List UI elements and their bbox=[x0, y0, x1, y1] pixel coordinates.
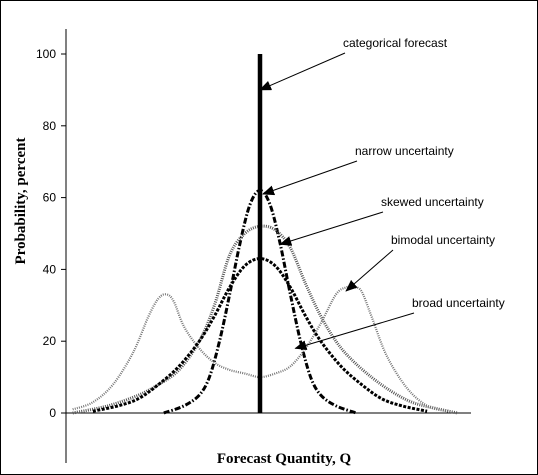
annotation-arrow bbox=[279, 211, 384, 246]
y-axis-title: Probability, percent bbox=[13, 138, 29, 265]
y-tick-label: 100 bbox=[36, 47, 56, 61]
series-skewed-uncertainty-line bbox=[72, 224, 458, 415]
y-tick-label: 40 bbox=[43, 262, 57, 276]
annotation-arrow bbox=[262, 160, 358, 196]
y-tick-label: 20 bbox=[43, 334, 57, 348]
y-tick-label: 60 bbox=[43, 191, 57, 205]
annotation-layer: categorical forecast narrow uncertainty sk… bbox=[259, 36, 505, 351]
annotation-label: categorical forecast bbox=[343, 36, 448, 50]
annotation-arrow bbox=[294, 312, 415, 351]
annotation-label: bimodal uncertainty bbox=[391, 233, 495, 247]
y-ticks: 0 20 40 60 80 100 bbox=[36, 47, 66, 420]
annotation-label: skewed uncertainty bbox=[381, 195, 484, 209]
series-layer bbox=[72, 54, 458, 415]
x-axis-title: Forecast Quantity, Q bbox=[217, 451, 352, 467]
axes: 0 20 40 60 80 100 bbox=[36, 29, 471, 463]
y-tick-label: 0 bbox=[49, 406, 56, 420]
annotation-arrow bbox=[259, 52, 346, 91]
annotation-label: narrow uncertainty bbox=[355, 144, 454, 158]
annotation-label: broad uncertainty bbox=[412, 296, 505, 310]
annotation-arrow bbox=[345, 249, 394, 292]
y-tick-label: 80 bbox=[43, 119, 57, 133]
series-broad-uncertainty-line bbox=[92, 257, 428, 413]
